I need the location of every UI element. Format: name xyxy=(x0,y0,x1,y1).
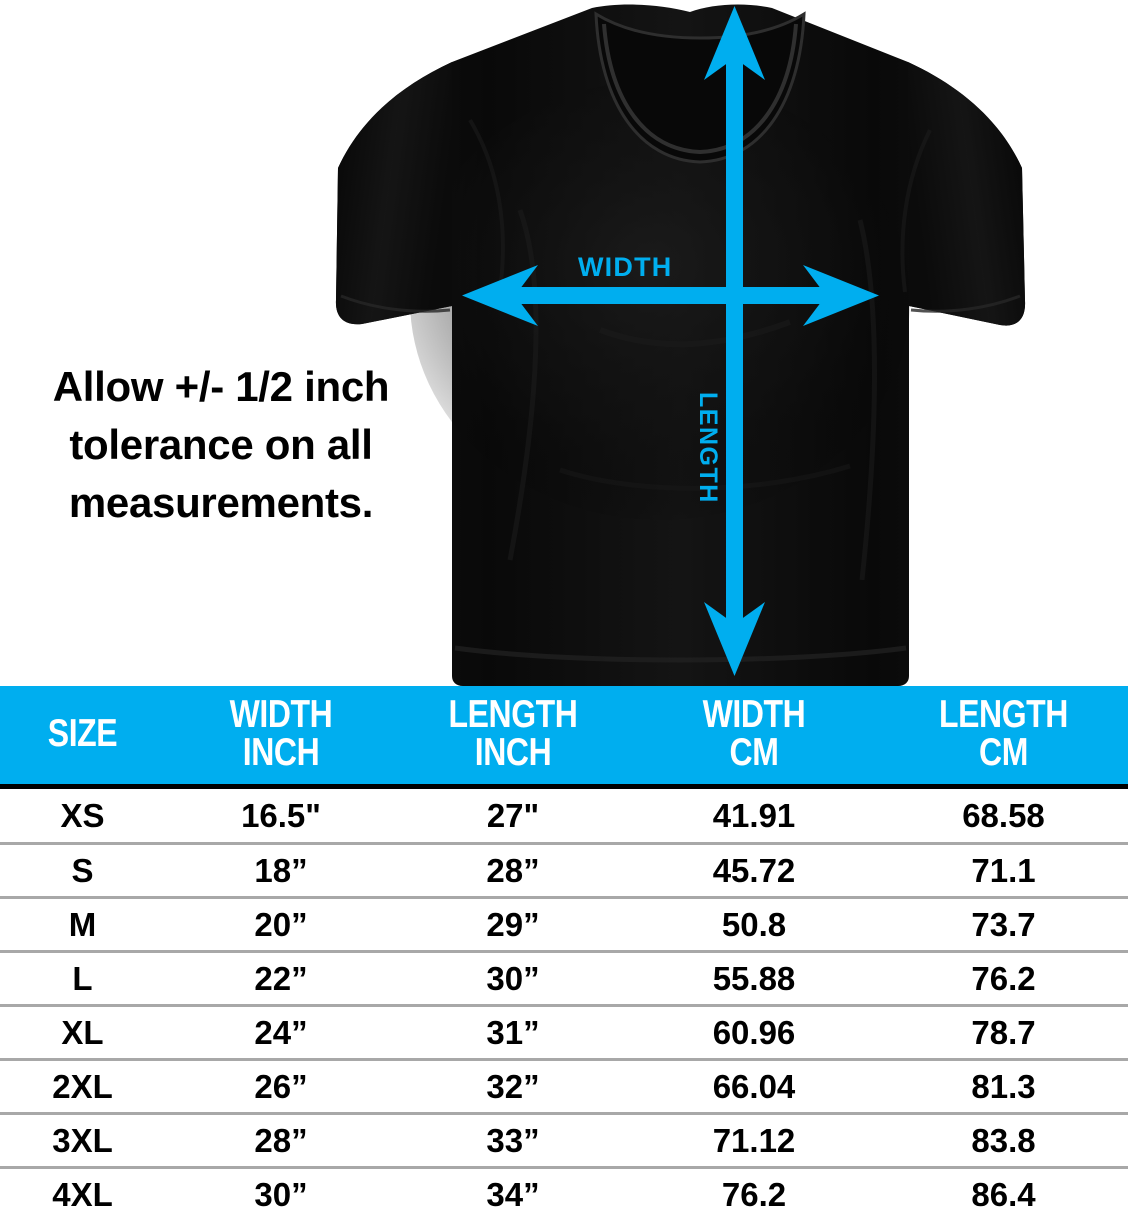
fold-4 xyxy=(559,463,851,491)
column-header-width-inch-line2: INCH xyxy=(242,731,320,775)
table-row: L 22” 30” 55.88 76.2 xyxy=(0,951,1128,1008)
cell-width-inch: 22” xyxy=(165,951,397,1008)
column-header-width-inch-line1: WIDTH xyxy=(229,693,333,736)
left-sleeve xyxy=(335,62,452,325)
right-sleeve xyxy=(908,62,1026,326)
cell-length-cm: 86.4 xyxy=(971,1175,1036,1213)
column-header-length-cm-line2: CM xyxy=(979,731,1028,775)
cell-length-inch: 30” xyxy=(397,951,629,1008)
cell-length-cm: 71.1 xyxy=(879,843,1128,900)
width-label: WIDTH xyxy=(578,252,673,282)
table-row: 2XL 26” 32” 66.04 81.3 xyxy=(0,1059,1128,1116)
garment-illustration: WIDTH LENGTH Allow +/- 1/2 inch toleranc… xyxy=(6,4,1026,686)
cell-size: XL xyxy=(0,1005,165,1062)
table-row: 3XL 28” 33” 71.12 83.8 xyxy=(0,1113,1128,1170)
cell-width-inch: 30” xyxy=(254,1175,308,1213)
cell-width-inch: 18” xyxy=(165,843,397,900)
column-header-width-cm-line2: CM xyxy=(729,731,779,775)
cell-length-cm: 81.3 xyxy=(879,1059,1128,1116)
cell-size: L xyxy=(0,951,165,1008)
cell-size: 3XL xyxy=(0,1113,165,1170)
cell-width-inch: 28” xyxy=(165,1113,397,1170)
cell-length-inch: 27" xyxy=(397,784,629,846)
width-arrow-shaft xyxy=(495,287,847,304)
length-label: LENGTH xyxy=(694,392,722,504)
cell-size: XS xyxy=(0,784,165,846)
length-arrow-head-up xyxy=(704,6,765,80)
fold-6 xyxy=(900,129,932,293)
column-header-length-inch-line1: LENGTH xyxy=(448,693,578,736)
width-arrow-head-right xyxy=(803,265,879,326)
length-arrow-shaft xyxy=(726,40,743,640)
cell-length-inch: 34” xyxy=(486,1175,540,1213)
t-shirt-diagram xyxy=(335,4,1026,686)
cell-length-cm: 78.7 xyxy=(879,1005,1128,1062)
right-cuff-seam xyxy=(910,294,1021,313)
cell-length-cm: 76.2 xyxy=(879,951,1128,1008)
cell-length-cm: 68.58 xyxy=(879,784,1128,846)
fold-5 xyxy=(468,118,505,291)
header-row: SIZE WIDTH INCH LENGTH INCH WIDTH CM LEN… xyxy=(0,686,1128,787)
column-header-width-cm: WIDTH CM xyxy=(652,686,857,787)
cell-width-cm: 45.72 xyxy=(629,843,879,900)
tolerance-line-3: measurements. xyxy=(68,478,374,526)
column-header-length-inch-line2: INCH xyxy=(474,731,552,775)
cell-width-cm: 76.2 xyxy=(721,1175,787,1213)
cell-size: 4XL xyxy=(52,1175,113,1213)
cell-length-inch: 31” xyxy=(397,1005,629,1062)
column-header-length-inch: LENGTH INCH xyxy=(418,686,608,787)
cell-length-inch: 32” xyxy=(397,1059,629,1116)
bottom-hem xyxy=(454,645,907,663)
cell-width-inch: 20” xyxy=(165,897,397,954)
cell-width-cm: 60.96 xyxy=(629,1005,879,1062)
width-arrow-head-left xyxy=(462,265,538,326)
collar-rib xyxy=(602,23,798,155)
table-row: XS 16.5" 27" 41.91 68.58 xyxy=(0,784,1128,846)
cell-width-cm: 66.04 xyxy=(629,1059,879,1116)
length-arrow xyxy=(704,6,765,676)
table-row: S 18” 28” 45.72 71.1 xyxy=(0,843,1128,900)
tolerance-line-2: tolerance on all xyxy=(69,420,373,468)
width-arrow xyxy=(462,265,879,326)
left-cuff-seam xyxy=(340,294,451,313)
cell-length-inch: 28” xyxy=(397,843,629,900)
fold-1 xyxy=(507,209,539,561)
column-header-size-line1: SIZE xyxy=(47,712,118,756)
column-header-width-inch: WIDTH INCH xyxy=(186,686,376,787)
cell-width-cm: 71.12 xyxy=(629,1113,879,1170)
cell-width-inch: 26” xyxy=(165,1059,397,1116)
cell-width-inch: 24” xyxy=(165,1005,397,1062)
cell-length-cm: 83.8 xyxy=(879,1113,1128,1170)
cell-size: M xyxy=(0,897,165,954)
cell-width-inch: 16.5" xyxy=(165,784,397,846)
size-chart-body: XS 16.5" 27" 41.91 68.58 S 18” 28” 45.72 71.1 M 20”… xyxy=(0,784,1128,1220)
table-row: 4XL 30” 34” 76.2 86.4 xyxy=(0,1168,1128,1220)
fold-2 xyxy=(857,219,877,581)
column-header-size: SIZE xyxy=(15,686,150,787)
table-row: M 20” 29” 50.8 73.7 xyxy=(0,897,1128,954)
size-chart-header: SIZE WIDTH INCH LENGTH INCH WIDTH CM LEN… xyxy=(0,686,1128,787)
size-chart-table: SIZE WIDTH INCH LENGTH INCH WIDTH CM LEN… xyxy=(0,686,1128,1220)
cell-width-cm: 41.91 xyxy=(629,784,879,846)
fold-3 xyxy=(598,319,792,348)
tolerance-note: Allow +/- 1/2 inch tolerance on all meas… xyxy=(6,358,436,532)
length-arrow-head-down xyxy=(704,602,765,676)
tolerance-line-1: Allow +/- 1/2 inch xyxy=(52,363,390,410)
shirt-body xyxy=(335,4,1026,686)
column-header-width-cm-line1: WIDTH xyxy=(702,693,806,736)
cell-width-cm: 55.88 xyxy=(629,951,879,1008)
cell-size: 2XL xyxy=(0,1059,165,1116)
column-header-length-cm: LENGTH CM xyxy=(901,686,1105,787)
cell-size: S xyxy=(0,843,165,900)
cell-length-cm: 73.7 xyxy=(879,897,1128,954)
column-header-length-cm-line1: LENGTH xyxy=(938,693,1068,736)
cell-length-inch: 33” xyxy=(397,1113,629,1170)
cell-length-inch: 29” xyxy=(397,897,629,954)
cell-width-cm: 50.8 xyxy=(629,897,879,954)
table-row: XL 24” 31” 60.96 78.7 xyxy=(0,1005,1128,1062)
